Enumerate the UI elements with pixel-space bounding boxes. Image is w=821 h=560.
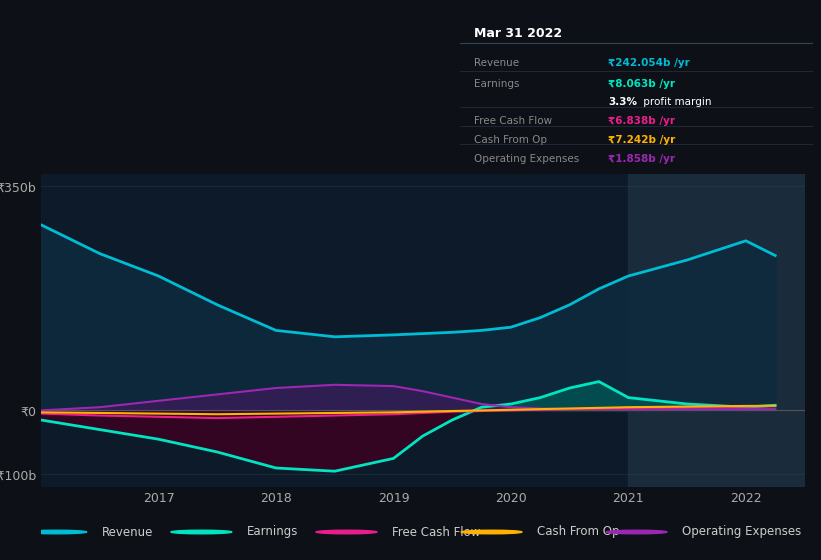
Text: Operating Expenses: Operating Expenses — [682, 525, 801, 539]
Text: ₹7.242b /yr: ₹7.242b /yr — [608, 135, 676, 145]
Bar — [628, 174, 810, 487]
Text: Free Cash Flow: Free Cash Flow — [474, 116, 552, 126]
Text: profit margin: profit margin — [640, 97, 711, 108]
Circle shape — [316, 530, 377, 534]
Text: Cash From Op: Cash From Op — [474, 135, 547, 145]
Text: Mar 31 2022: Mar 31 2022 — [474, 27, 562, 40]
Text: ₹8.063b /yr: ₹8.063b /yr — [608, 78, 675, 88]
Text: Cash From Op: Cash From Op — [538, 525, 620, 539]
Text: Operating Expenses: Operating Expenses — [474, 154, 579, 164]
Circle shape — [461, 530, 522, 534]
Text: 3.3%: 3.3% — [608, 97, 637, 108]
Text: Revenue: Revenue — [474, 58, 519, 68]
Text: Free Cash Flow: Free Cash Flow — [392, 525, 480, 539]
Circle shape — [606, 530, 667, 534]
Text: ₹1.858b /yr: ₹1.858b /yr — [608, 154, 675, 164]
Text: Earnings: Earnings — [474, 78, 520, 88]
Text: ₹242.054b /yr: ₹242.054b /yr — [608, 58, 690, 68]
Text: Revenue: Revenue — [102, 525, 154, 539]
Text: ₹6.838b /yr: ₹6.838b /yr — [608, 116, 675, 126]
Text: Earnings: Earnings — [247, 525, 299, 539]
Circle shape — [171, 530, 232, 534]
Circle shape — [25, 530, 87, 534]
